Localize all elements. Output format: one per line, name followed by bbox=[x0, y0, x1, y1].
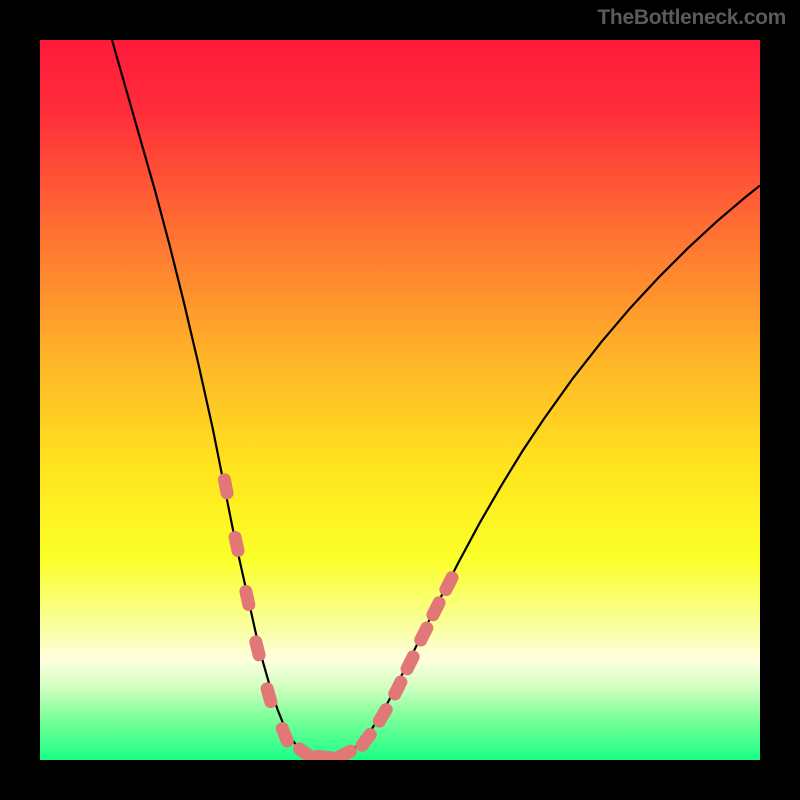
curve-marker bbox=[248, 634, 267, 662]
chart-overlay bbox=[40, 40, 760, 760]
curve-marker bbox=[424, 594, 447, 623]
curve-marker-group bbox=[217, 472, 461, 760]
curve-marker bbox=[259, 681, 279, 710]
curve-marker bbox=[353, 726, 379, 755]
watermark-text: TheBottleneck.com bbox=[597, 6, 786, 30]
curve-marker bbox=[274, 720, 296, 749]
bottleneck-curve bbox=[112, 40, 760, 759]
curve-marker bbox=[227, 530, 245, 558]
curve-marker bbox=[437, 569, 460, 598]
chart-canvas: TheBottleneck.com bbox=[0, 0, 800, 800]
curve-marker bbox=[412, 619, 435, 648]
curve-marker bbox=[238, 584, 256, 612]
plot-area bbox=[40, 40, 760, 760]
curve-marker bbox=[217, 472, 235, 500]
curve-marker bbox=[330, 743, 359, 760]
